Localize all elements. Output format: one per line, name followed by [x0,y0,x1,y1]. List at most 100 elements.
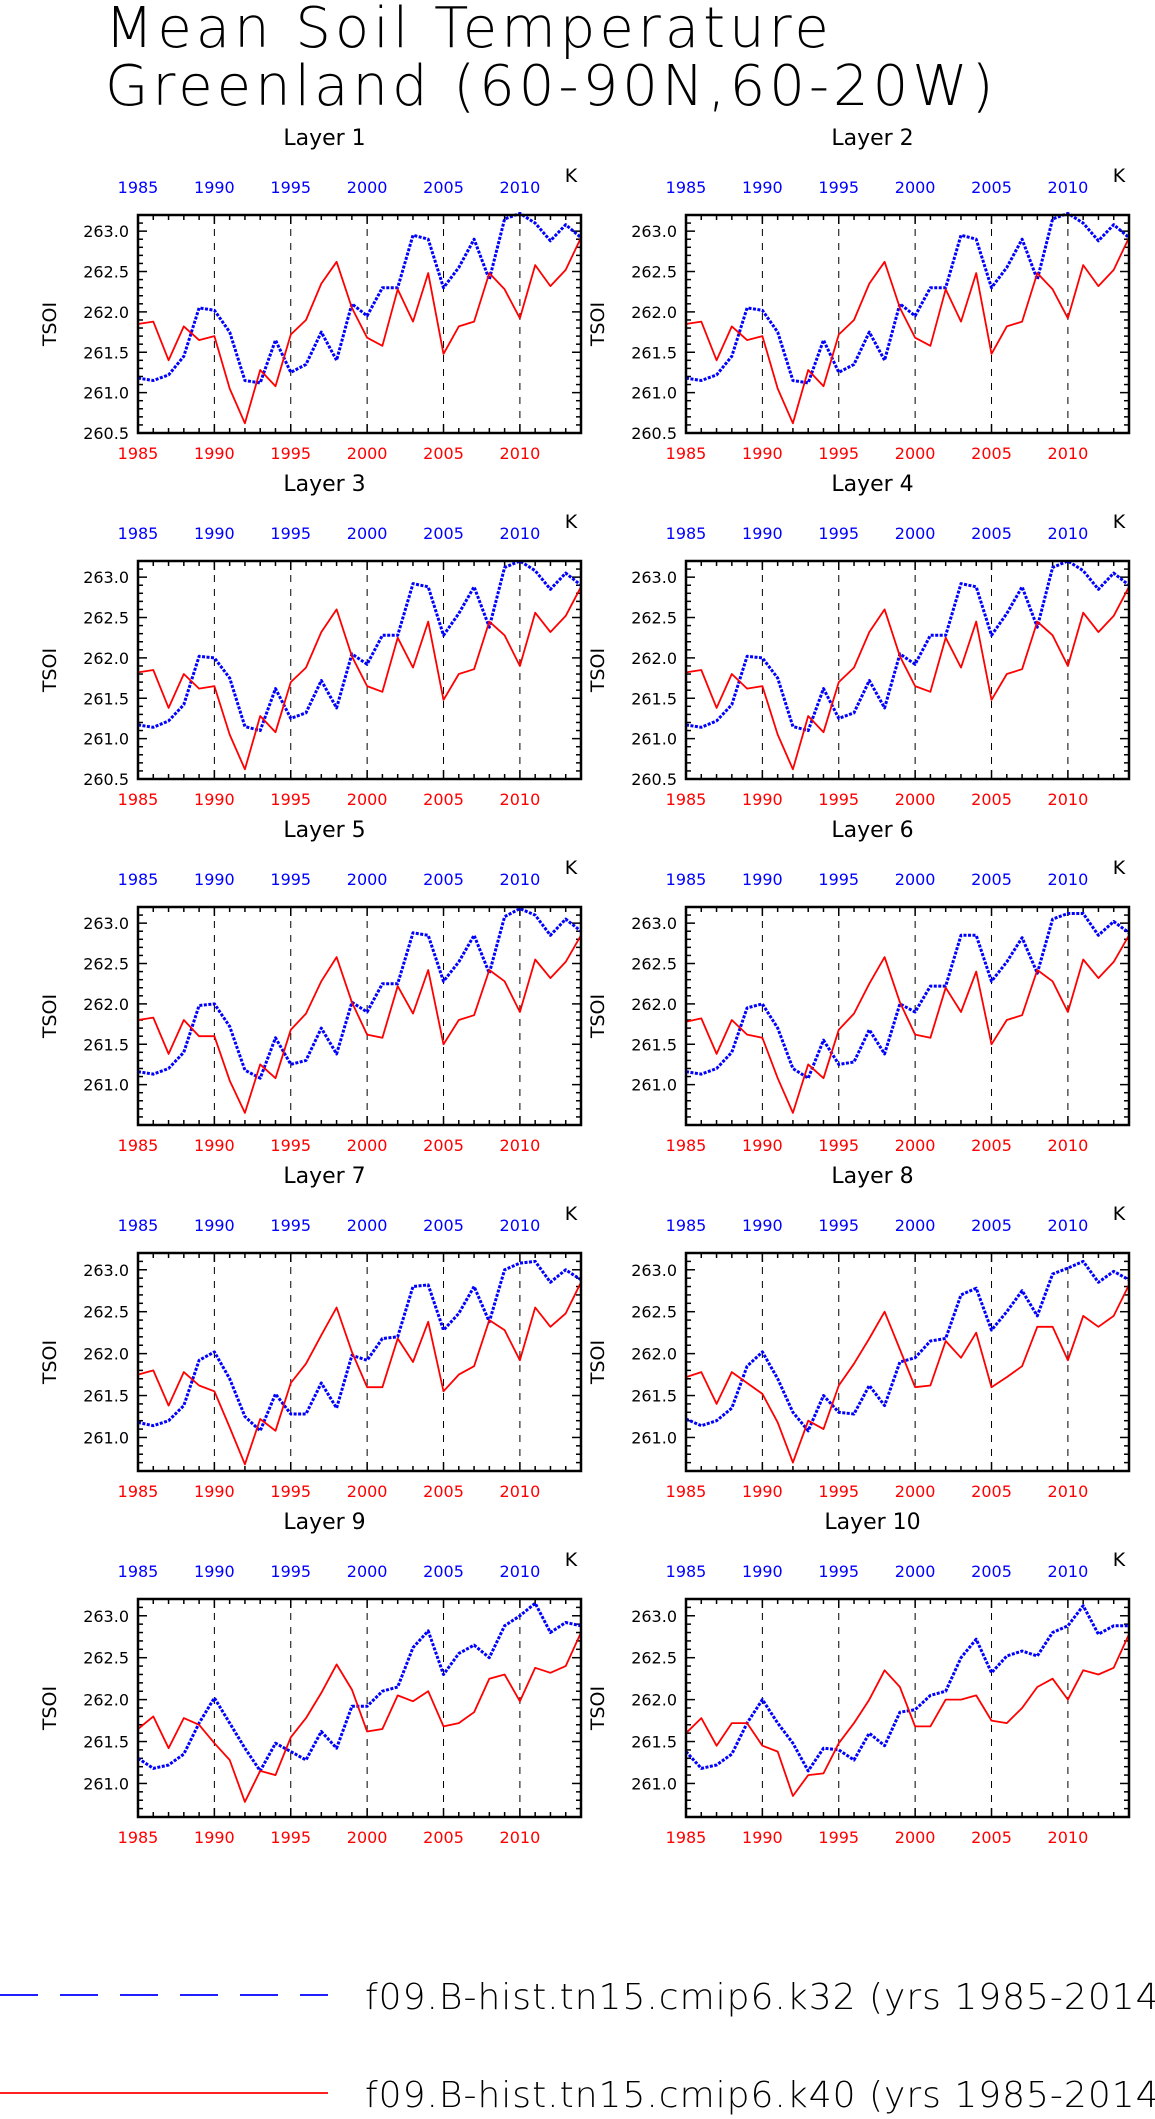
x-tick-label-bottom: 1990 [742,1136,783,1155]
y-tick-label: 262.5 [83,263,129,282]
y-axis-label: TSOI [587,994,609,1039]
y-tick-label: 261.5 [83,343,129,362]
x-tick-label-bottom: 2000 [347,1136,388,1155]
panel-title: Layer 6 [831,818,913,843]
y-tick-label: 261.5 [83,1387,129,1406]
y-tick-label: 261.0 [631,1774,677,1793]
x-tick-label-top: 2005 [423,1562,464,1581]
plot-frame [136,1251,583,1473]
y-tick-label: 261.0 [83,1076,129,1095]
x-tick-label-top: 2005 [423,178,464,197]
y-tick-label: 262.5 [83,609,129,628]
x-tick-label-top: 2005 [971,178,1012,197]
x-tick-label-top: 1990 [194,524,235,543]
x-tick-label-bottom: 1990 [194,1482,235,1501]
units-label: K [565,165,578,187]
y-tick-label: 261.0 [631,1076,677,1095]
x-tick-label-bottom: 2005 [423,1482,464,1501]
x-tick-label-top: 1985 [118,1216,159,1235]
x-tick-label-top: 1995 [270,178,311,197]
series-line-k40 [137,1632,582,1803]
x-tick-label-bottom: 1995 [818,1482,859,1501]
x-tick-label-top: 1985 [118,870,159,889]
y-axis-label: TSOI [39,1340,61,1385]
x-tick-label-top: 2000 [895,1216,936,1235]
x-tick-label-bottom: 1995 [818,1136,859,1155]
x-tick-label-top: 2010 [500,524,541,543]
x-tick-label-top: 2005 [971,524,1012,543]
series-line-k32 [685,559,1130,733]
x-tick-label-top: 1995 [818,1216,859,1235]
x-tick-label-top: 1995 [270,1216,311,1235]
x-tick-label-top: 2000 [347,1562,388,1581]
series-line-k40 [685,237,1130,425]
panel-title: Layer 1 [283,126,365,151]
y-tick-label: 262.0 [631,1345,677,1364]
title-line-1: Mean Soil Temperature [105,0,833,61]
plot-frame [136,905,583,1127]
x-tick-label-bottom: 2010 [500,1136,541,1155]
x-tick-label-bottom: 1995 [270,1828,311,1847]
y-tick-label: 261.0 [83,1428,129,1447]
series-line-k32 [685,1259,1130,1433]
y-tick-label: 260.5 [83,770,129,789]
x-tick-label-bottom: 2005 [971,444,1012,463]
units-label: K [565,1203,578,1225]
series-line-k32 [685,211,1130,385]
x-tick-label-top: 2000 [347,524,388,543]
series-line-k40 [137,586,582,771]
x-tick-label-top: 1990 [194,178,235,197]
x-tick-label-bottom: 1985 [666,1828,707,1847]
x-tick-label-top: 1990 [742,178,783,197]
y-tick-label: 261.5 [631,1733,677,1752]
y-tick-label: 261.0 [631,1428,677,1447]
x-tick-label-bottom: 1995 [270,444,311,463]
panel-layer-2: Layer 2 K TSOI 1985 1985 1990 1990 1995 1995 2000… [587,126,1131,463]
x-tick-label-top: 2010 [1048,524,1089,543]
y-tick-label: 262.0 [83,303,129,322]
x-tick-label-bottom: 2010 [1048,790,1089,809]
x-tick-label-top: 1990 [742,870,783,889]
panel-title: Layer 9 [283,1510,365,1535]
x-tick-label-top: 2010 [500,870,541,889]
x-tick-label-top: 1985 [666,1216,707,1235]
plot-frame [684,213,1131,435]
title-line-2: Greenland (60-90N,60-20W) [105,54,998,119]
x-tick-label-bottom: 1990 [194,1136,235,1155]
y-tick-label: 262.5 [83,1303,129,1322]
y-tick-label: 262.0 [631,995,677,1014]
x-tick-label-top: 1995 [818,1562,859,1581]
plot-frame [684,559,1131,781]
x-tick-label-top: 2005 [971,1562,1012,1581]
y-tick-label: 263.0 [631,222,677,241]
x-tick-label-bottom: 2005 [971,1136,1012,1155]
panel-layer-6: Layer 6 K TSOI 1985 1985 1990 1990 1995 1995 2000… [587,818,1131,1155]
units-label: K [1113,1549,1126,1571]
x-tick-label-bottom: 1995 [270,1136,311,1155]
x-tick-label-top: 2010 [1048,1562,1089,1581]
x-tick-label-top: 1985 [666,178,707,197]
x-tick-label-top: 2000 [895,870,936,889]
units-label: K [1113,165,1126,187]
x-tick-label-bottom: 2000 [895,790,936,809]
y-tick-label: 263.0 [83,1261,129,1280]
y-tick-label: 261.0 [631,730,677,749]
y-axis-label: TSOI [39,302,61,347]
x-tick-label-top: 2010 [1048,1216,1089,1235]
series-line-k40 [137,1281,582,1466]
plot-frame [684,905,1131,1127]
y-tick-label: 261.5 [631,343,677,362]
y-axis-label: TSOI [587,302,609,347]
series-line-k40 [685,1284,1130,1464]
y-tick-label: 262.5 [631,955,677,974]
y-tick-label: 261.5 [631,1035,677,1054]
x-tick-label-bottom: 1985 [118,790,159,809]
x-tick-label-bottom: 1985 [118,1828,159,1847]
panel-title: Layer 7 [283,1164,365,1189]
x-tick-label-bottom: 2005 [423,1828,464,1847]
x-tick-label-bottom: 2000 [347,790,388,809]
y-tick-label: 262.0 [631,303,677,322]
x-tick-label-bottom: 1985 [666,1136,707,1155]
x-tick-label-top: 1995 [270,870,311,889]
